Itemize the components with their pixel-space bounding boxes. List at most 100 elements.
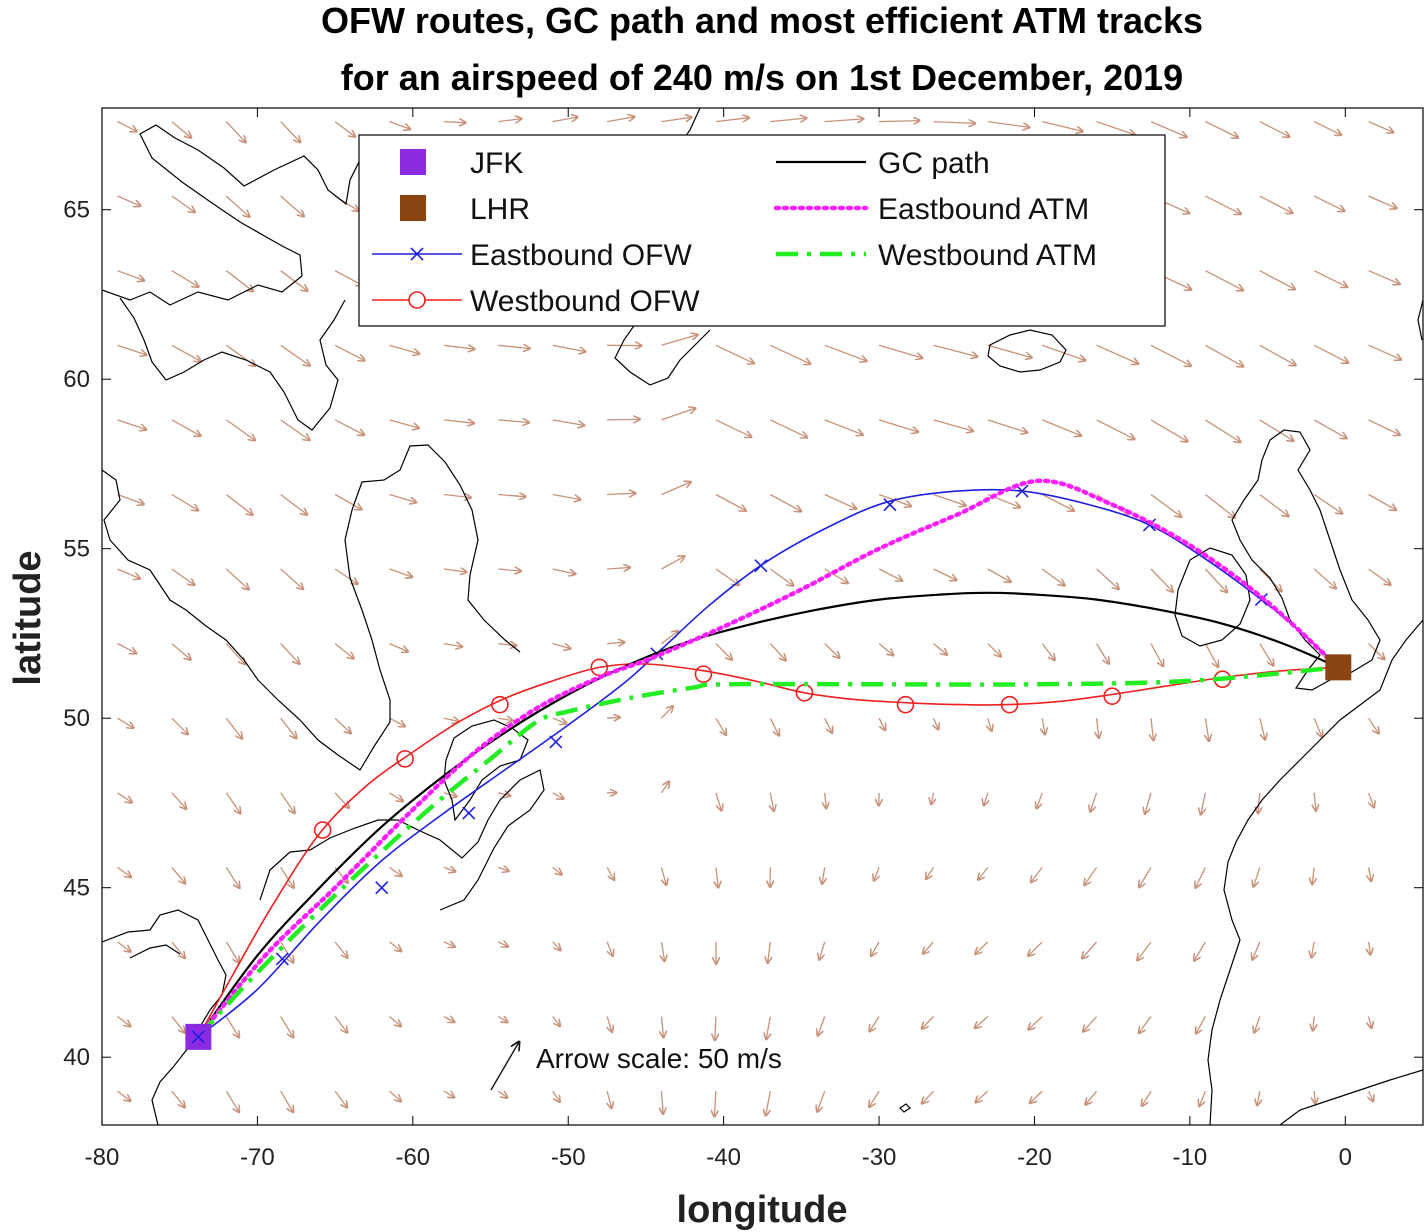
wind-arrow: [987, 419, 1027, 433]
legend-item-lhr: LHR: [400, 193, 530, 226]
wind-arrow: [1096, 419, 1135, 439]
wind-arrow: [662, 1016, 664, 1038]
wind-arrow: [1254, 1016, 1261, 1033]
wind-arrow: [933, 419, 973, 431]
wind-arrow: [443, 1090, 454, 1097]
wind-arrow: [1259, 718, 1265, 739]
wind-arrow: [1150, 344, 1191, 366]
wind-arrow: [878, 568, 902, 581]
wind-arrow: [117, 717, 134, 728]
wind-arrow: [714, 1091, 716, 1116]
wind-arrow: [498, 942, 507, 947]
wind-arrow: [715, 344, 754, 363]
wind-arrow: [660, 782, 669, 794]
y-tick-label: 45: [63, 875, 90, 902]
wind-arrow: [870, 1016, 880, 1032]
wind-arrow: [1082, 941, 1098, 958]
wind-arrow: [1313, 270, 1347, 287]
wind-arrow: [715, 118, 749, 122]
wind-arrow: [878, 643, 893, 656]
wind-arrow: [552, 642, 571, 649]
wind-arrow: [334, 643, 353, 659]
wind-arrow: [389, 1090, 401, 1101]
wind-arrow: [552, 117, 578, 123]
gc-path-line: [197, 591, 1339, 1038]
eastbound-ofw-marker: [883, 498, 897, 512]
wind-arrow: [825, 792, 827, 808]
x-tick-label: -40: [706, 1144, 741, 1171]
wind-arrow: [498, 495, 525, 497]
wind-arrow: [975, 1016, 989, 1029]
wind-arrow: [1041, 419, 1081, 436]
wind-arrow: [978, 866, 989, 879]
legend-label: Eastbound ATM: [878, 193, 1089, 226]
wind-arrow: [389, 493, 416, 503]
wind-arrow: [817, 1090, 826, 1111]
wind-arrow: [934, 717, 939, 729]
wind-arrow: [1368, 717, 1379, 733]
westbound-ofw-marker: [1103, 687, 1121, 705]
wind-arrow: [988, 718, 992, 731]
wind-arrow: [766, 1090, 771, 1115]
eastbound-ofw-marker: [754, 559, 768, 573]
wind-arrow: [822, 867, 825, 883]
wind-arrow: [225, 867, 239, 887]
wind-arrow: [1029, 1016, 1043, 1030]
wind-arrow: [1090, 792, 1098, 812]
wind-arrow: [607, 642, 624, 643]
wind-arrow: [1368, 121, 1394, 133]
legend-label: Westbound OFW: [470, 285, 700, 318]
x-tick-label: -60: [395, 1144, 430, 1171]
wind-arrow: [662, 941, 665, 961]
westbound-ofw-marker: [1000, 695, 1019, 714]
wind-arrow: [280, 717, 297, 738]
wind-arrow: [1367, 792, 1374, 807]
wind-arrow: [1205, 195, 1240, 214]
x-tick-label: -10: [1173, 1144, 1208, 1171]
wind-arrow: [824, 119, 863, 122]
westbound-ofw-marker: [491, 695, 509, 714]
wind-arrow: [280, 270, 308, 291]
wind-arrow: [715, 643, 732, 660]
wind-arrow: [1314, 792, 1316, 811]
wind-arrow: [1031, 867, 1043, 882]
wind-arrow: [280, 1016, 293, 1038]
wind-arrow: [1314, 1091, 1315, 1103]
long-island: [129, 944, 181, 959]
wind-arrow: [715, 568, 739, 585]
iberia-coast: [1279, 1069, 1423, 1125]
wind-arrow: [769, 493, 801, 512]
wind-arrow: [1313, 419, 1346, 438]
wind-arrow: [117, 941, 131, 952]
wind-arrow: [606, 941, 613, 956]
wind-arrow: [1259, 493, 1289, 517]
wind-arrow: [1150, 493, 1181, 517]
eastbound-ofw-marker: [275, 952, 289, 966]
wind-arrow: [661, 117, 692, 123]
wind-arrow: [769, 568, 793, 586]
wind-arrow: [443, 942, 455, 947]
wind-arrow: [280, 344, 310, 365]
wind-arrow: [984, 792, 988, 805]
wind-arrow: [389, 120, 411, 130]
wind-arrow: [1150, 121, 1186, 137]
wind-arrow: [171, 1016, 185, 1033]
wind-arrow: [1259, 121, 1290, 137]
wind-arrow: [824, 419, 863, 435]
wind-arrow: [1312, 867, 1314, 884]
wind-arrow: [334, 1090, 347, 1107]
wind-arrow: [552, 344, 586, 351]
y-tick-label: 65: [63, 197, 90, 224]
wind-arrow: [334, 344, 364, 360]
wind-arrow: [117, 568, 140, 579]
wind-arrow: [869, 1090, 880, 1107]
y-tick-label: 55: [63, 536, 90, 563]
wind-arrow: [443, 122, 466, 123]
legend-item-eastbound-atm: Eastbound ATM: [773, 193, 1089, 226]
wind-arrow: [878, 717, 885, 730]
wind-arrow: [1196, 1016, 1206, 1034]
wind-arrow: [922, 1090, 934, 1103]
wind-arrow: [1030, 1090, 1043, 1103]
wind-arrow: [280, 643, 300, 664]
wind-arrow: [607, 1090, 612, 1108]
